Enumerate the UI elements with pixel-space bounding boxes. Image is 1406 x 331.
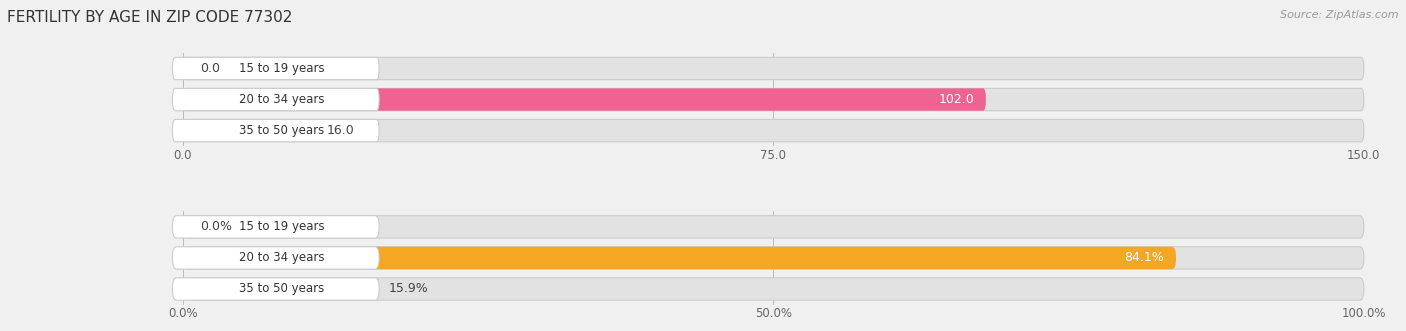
- FancyBboxPatch shape: [173, 278, 380, 300]
- Text: 15 to 19 years: 15 to 19 years: [239, 62, 325, 75]
- FancyBboxPatch shape: [173, 216, 380, 238]
- Text: 0.0%: 0.0%: [201, 220, 232, 233]
- FancyBboxPatch shape: [183, 57, 1364, 80]
- Text: 35 to 50 years: 35 to 50 years: [239, 124, 325, 137]
- Text: 102.0: 102.0: [938, 93, 974, 106]
- FancyBboxPatch shape: [173, 88, 380, 111]
- FancyBboxPatch shape: [183, 216, 1364, 238]
- Text: 16.0: 16.0: [326, 124, 354, 137]
- FancyBboxPatch shape: [173, 119, 380, 142]
- FancyBboxPatch shape: [183, 88, 1364, 111]
- Text: 35 to 50 years: 35 to 50 years: [239, 282, 325, 296]
- Text: 84.1%: 84.1%: [1125, 252, 1164, 264]
- Text: 0.0: 0.0: [201, 62, 221, 75]
- Text: 20 to 34 years: 20 to 34 years: [239, 93, 325, 106]
- FancyBboxPatch shape: [183, 119, 309, 142]
- FancyBboxPatch shape: [183, 247, 1364, 269]
- FancyBboxPatch shape: [183, 88, 986, 111]
- Text: Source: ZipAtlas.com: Source: ZipAtlas.com: [1281, 10, 1399, 20]
- FancyBboxPatch shape: [173, 247, 380, 269]
- FancyBboxPatch shape: [183, 247, 1175, 269]
- FancyBboxPatch shape: [173, 57, 380, 80]
- Text: 20 to 34 years: 20 to 34 years: [239, 252, 325, 264]
- FancyBboxPatch shape: [183, 278, 371, 300]
- Text: 15 to 19 years: 15 to 19 years: [239, 220, 325, 233]
- Text: FERTILITY BY AGE IN ZIP CODE 77302: FERTILITY BY AGE IN ZIP CODE 77302: [7, 10, 292, 25]
- Text: 15.9%: 15.9%: [388, 282, 427, 296]
- FancyBboxPatch shape: [183, 119, 1364, 142]
- FancyBboxPatch shape: [183, 278, 1364, 300]
